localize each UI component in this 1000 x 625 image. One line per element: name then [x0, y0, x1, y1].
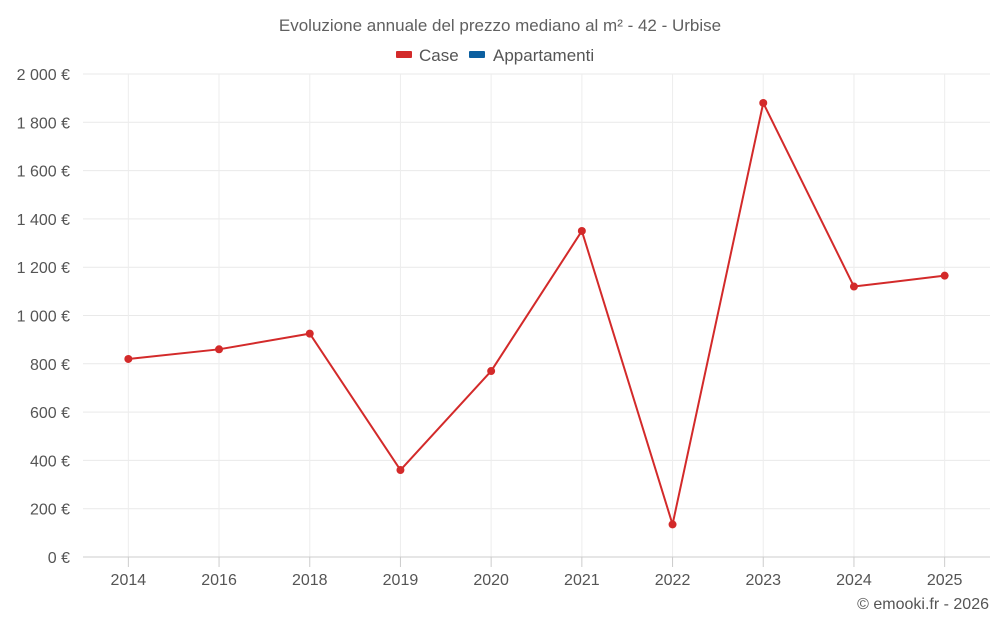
y-tick-label: 0 €	[48, 550, 70, 567]
legend-item-case[interactable]: Case	[396, 46, 459, 65]
x-tick-label: 2016	[201, 572, 237, 589]
x-tick-label: 2022	[655, 572, 691, 589]
legend-label-appartamenti: Appartamenti	[493, 46, 594, 65]
y-tick-label: 2 000 €	[17, 67, 70, 84]
data-point[interactable]	[577, 226, 586, 235]
data-point[interactable]	[940, 271, 949, 280]
data-point[interactable]	[124, 354, 133, 363]
x-tick-label: 2014	[111, 572, 147, 589]
y-tick-label: 1 200 €	[17, 260, 70, 277]
y-tick-label: 800 €	[30, 357, 70, 374]
x-tick-label: 2025	[927, 572, 963, 589]
y-tick-label: 1 600 €	[17, 164, 70, 181]
y-tick-label: 400 €	[30, 453, 70, 470]
y-tick-label: 200 €	[30, 502, 70, 519]
data-point[interactable]	[305, 329, 314, 338]
legend-swatch-appartamenti	[469, 51, 485, 58]
axes: 0 € 200 € 400 € 600 € 800 € 1 000 € 1 200 € 1 4…	[17, 67, 990, 589]
data-point[interactable]	[396, 466, 405, 475]
series-layer	[124, 98, 949, 529]
series-line-0	[128, 101, 945, 526]
legend[interactable]: Case Appartamenti	[396, 46, 594, 65]
data-point[interactable]	[759, 98, 768, 107]
grid	[83, 73, 990, 557]
legend-item-appartamenti[interactable]: Appartamenti	[469, 46, 594, 65]
x-tick-label: 2021	[564, 572, 600, 589]
data-point[interactable]	[215, 345, 224, 354]
legend-swatch-case	[396, 51, 412, 58]
y-tick-label: 1 000 €	[17, 309, 70, 326]
y-tick-label: 1 400 €	[17, 212, 70, 229]
y-tick-label: 600 €	[30, 405, 70, 422]
data-point[interactable]	[849, 282, 858, 291]
x-tick-label: 2023	[745, 572, 781, 589]
x-tick-label: 2024	[836, 572, 872, 589]
data-point[interactable]	[668, 520, 677, 529]
chart-title: Evoluzione annuale del prezzo mediano al…	[279, 16, 721, 35]
x-tick-label: 2018	[292, 572, 328, 589]
x-tick-label: 2020	[473, 572, 509, 589]
data-point[interactable]	[487, 367, 496, 376]
y-tick-label: 1 800 €	[17, 115, 70, 132]
x-tick-label: 2019	[383, 572, 419, 589]
credit-text: © emooki.fr - 2026	[857, 596, 989, 613]
legend-label-case: Case	[419, 46, 459, 65]
